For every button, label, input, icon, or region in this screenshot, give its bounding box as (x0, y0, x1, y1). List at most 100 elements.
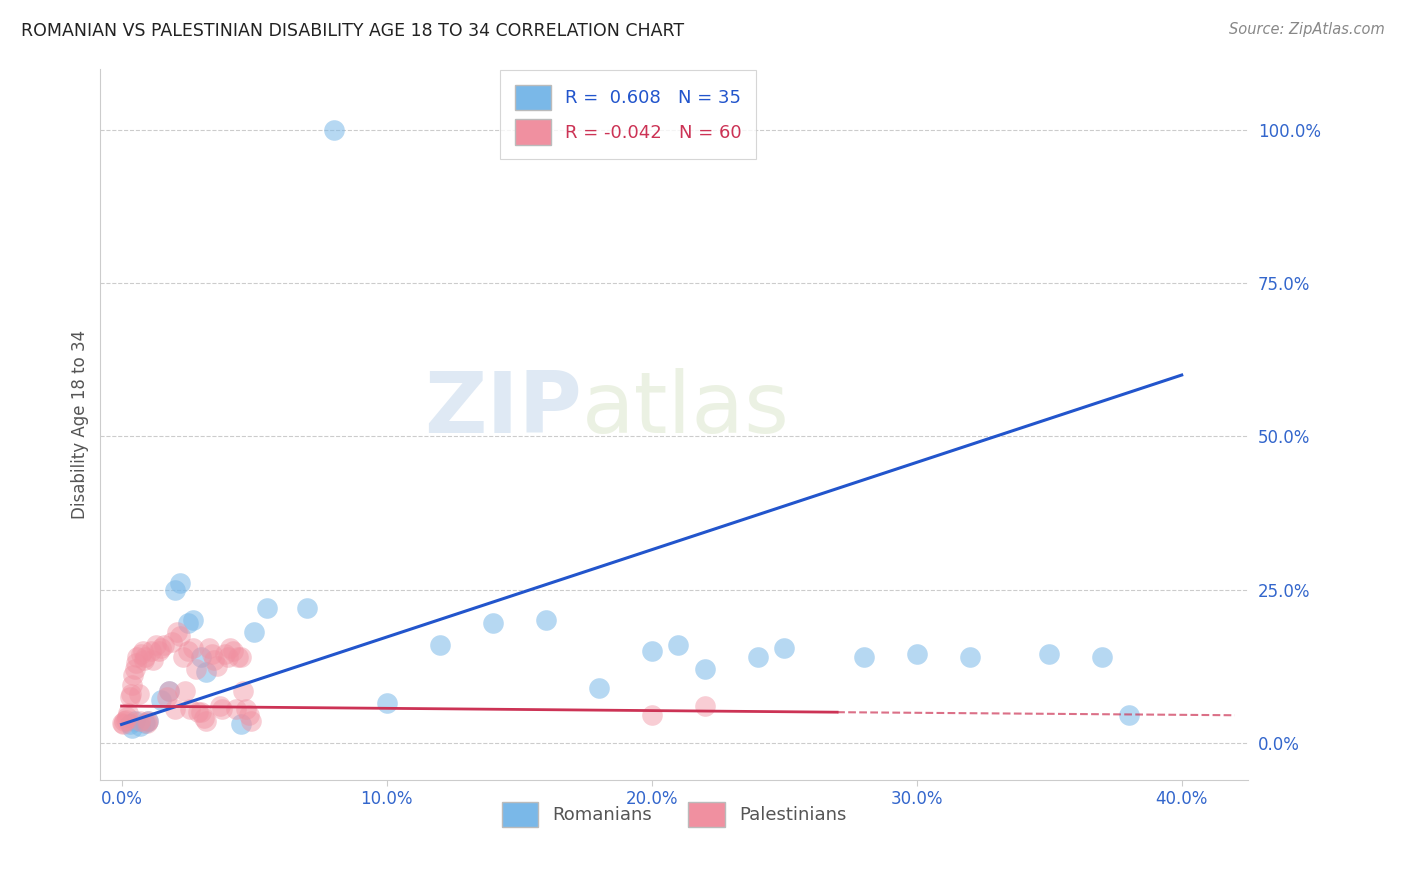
Text: atlas: atlas (582, 368, 790, 451)
Point (181, 640, 204, 655)
Point (150, 640, 173, 655)
Point (235, 702, 257, 716)
Point (193, 711, 215, 725)
Point (115, 710, 138, 724)
Point (134, 716, 156, 731)
Point (190, 650, 212, 665)
Point (163, 702, 186, 716)
Point (111, 717, 134, 731)
Point (145, 638, 167, 652)
Point (134, 650, 156, 665)
Point (179, 702, 201, 716)
Point (429, 638, 451, 652)
Point (375, 696, 398, 710)
Point (110, 716, 132, 731)
Point (693, 699, 716, 714)
Point (121, 677, 143, 691)
Point (666, 638, 689, 652)
Point (127, 650, 149, 665)
Point (131, 647, 153, 661)
Point (959, 650, 981, 665)
Point (118, 690, 141, 704)
Point (190, 705, 212, 719)
Point (163, 582, 186, 597)
Point (1118, 708, 1140, 723)
Point (222, 644, 245, 658)
Point (169, 576, 191, 591)
Point (187, 705, 209, 719)
Point (177, 644, 200, 658)
Point (232, 683, 254, 698)
Point (181, 613, 204, 627)
Point (219, 640, 242, 655)
Point (534, 613, 557, 627)
Y-axis label: Disability Age 18 to 34: Disability Age 18 to 34 (72, 329, 89, 518)
Point (160, 634, 183, 648)
Point (184, 662, 207, 676)
Point (124, 662, 146, 676)
Point (117, 706, 139, 721)
Point (214, 647, 236, 661)
Text: Source: ZipAtlas.com: Source: ZipAtlas.com (1229, 22, 1385, 37)
Point (136, 714, 159, 729)
Point (128, 687, 150, 701)
Text: ROMANIAN VS PALESTINIAN DISABILITY AGE 18 TO 34 CORRELATION CHART: ROMANIAN VS PALESTINIAN DISABILITY AGE 1… (21, 22, 685, 40)
Point (156, 690, 179, 704)
Point (172, 650, 194, 665)
Point (747, 650, 769, 665)
Point (640, 708, 662, 723)
Point (153, 638, 176, 652)
Point (773, 640, 796, 655)
Point (122, 668, 145, 682)
Point (132, 644, 155, 658)
Point (693, 662, 716, 676)
Point (295, 601, 318, 615)
Text: ZIP: ZIP (425, 368, 582, 451)
Point (125, 656, 148, 670)
Point (195, 665, 218, 680)
Point (118, 717, 141, 731)
Point (150, 693, 173, 707)
Point (142, 653, 165, 667)
Point (129, 719, 152, 733)
Point (120, 687, 142, 701)
Point (132, 653, 155, 667)
Point (229, 650, 252, 665)
Point (640, 644, 662, 658)
Point (211, 702, 233, 716)
Point (112, 714, 135, 729)
Point (198, 640, 221, 655)
Point (238, 708, 260, 723)
Point (169, 629, 191, 643)
Point (157, 683, 180, 698)
Point (135, 716, 157, 731)
Point (217, 650, 239, 665)
Point (129, 714, 152, 729)
Point (256, 601, 278, 615)
Point (174, 683, 197, 698)
Point (208, 699, 231, 714)
Point (243, 625, 266, 640)
Point (1038, 647, 1060, 661)
Point (195, 714, 218, 729)
Point (124, 714, 146, 729)
Point (229, 717, 252, 731)
Point (166, 625, 188, 640)
Point (139, 644, 162, 658)
Point (148, 644, 170, 658)
Point (205, 659, 228, 673)
Point (121, 721, 143, 735)
Point (226, 650, 249, 665)
Point (322, 123, 344, 137)
Point (157, 683, 180, 698)
Legend: Romanians, Palestinians: Romanians, Palestinians (495, 795, 853, 835)
Point (588, 681, 610, 695)
Point (905, 647, 928, 661)
Point (852, 650, 875, 665)
Point (481, 616, 503, 631)
Point (201, 647, 224, 661)
Point (240, 714, 263, 729)
Point (114, 713, 136, 727)
Point (202, 653, 225, 667)
Point (136, 714, 159, 729)
